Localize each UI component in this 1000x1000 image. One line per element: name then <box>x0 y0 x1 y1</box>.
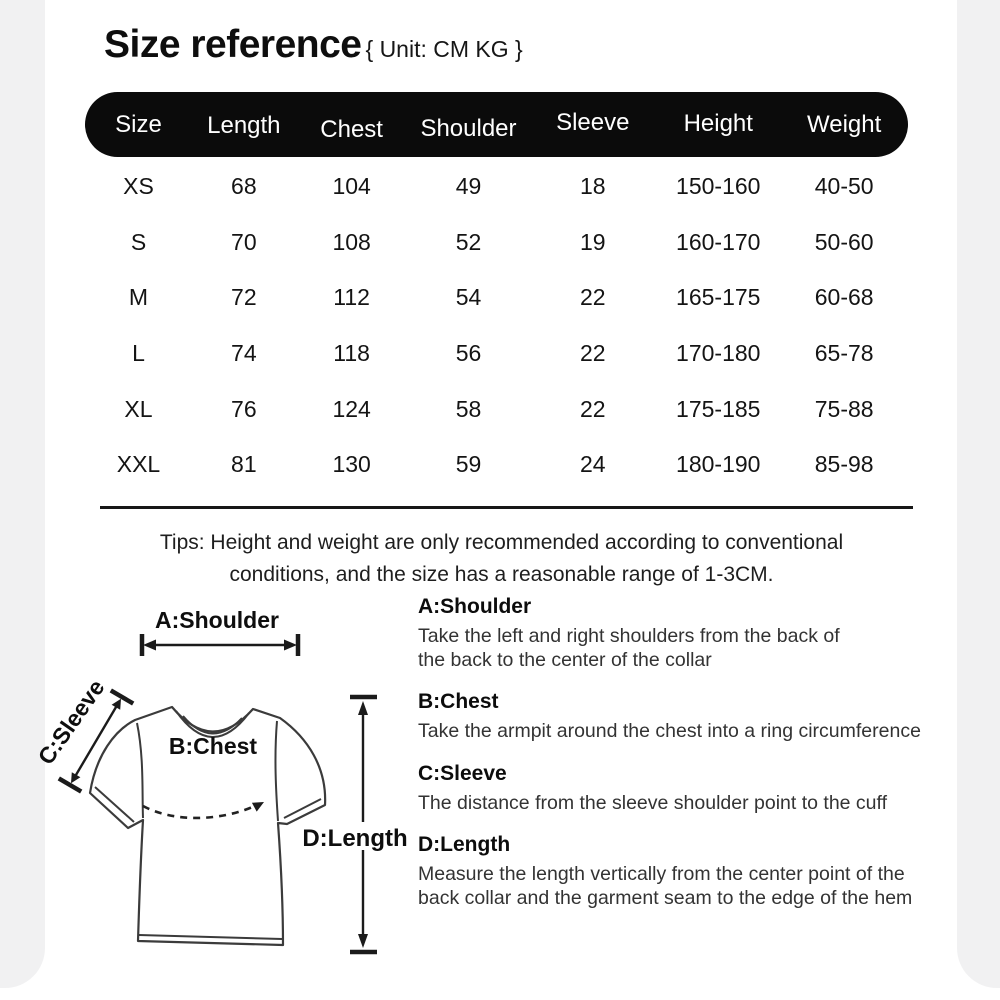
chest-dashed-arrow <box>142 802 264 820</box>
definition-shoulder: A:Shoulder Take the left and right shoul… <box>418 594 968 672</box>
tips-note: Tips: Height and weight are only recomme… <box>45 527 958 591</box>
definition-heading: A:Shoulder <box>418 595 532 618</box>
definition-chest: B:Chest Take the armpit around the chest… <box>418 689 968 744</box>
table-row-xs: XS 68 104 49 18 150-160 40-50 <box>85 159 908 215</box>
cell: 19 <box>579 228 606 255</box>
cell: 50-60 <box>814 228 874 255</box>
table-row-xl: XL 76 124 58 22 175-185 75-88 <box>85 381 908 437</box>
measurement-definitions: A:Shoulder Take the left and right shoul… <box>418 594 968 927</box>
cell: 54 <box>455 284 482 311</box>
cell: 60-68 <box>814 284 874 311</box>
cell: 118 <box>333 340 370 367</box>
tshirt-measurement-diagram: A:Shoulder C:Sleeve <box>32 607 408 955</box>
definition-line: Take the left and right shoulders from t… <box>418 625 840 647</box>
divider-line <box>100 506 913 509</box>
definition-heading: D:Length <box>418 833 511 856</box>
shoulder-label: A:Shoulder <box>155 607 279 633</box>
sleeve-label: C:Sleeve <box>32 675 109 770</box>
cell: 22 <box>579 284 606 311</box>
collar-rib-line <box>182 715 243 735</box>
size-table-header: Size Length Chest Shoulder Sleeve Height… <box>85 92 908 157</box>
right-armhole-seam <box>274 720 279 822</box>
chest-label: B:Chest <box>169 733 258 759</box>
definition-line: back collar and the garment seam to the … <box>418 886 913 909</box>
cell: 59 <box>455 451 482 478</box>
right-margin-strip <box>957 0 1000 988</box>
cell: 170-180 <box>676 340 761 367</box>
cell: XXL <box>116 451 161 478</box>
definition-line: Take the armpit around the chest into a … <box>418 720 921 742</box>
shoulder-arrow <box>139 634 301 656</box>
title-text: Size reference <box>104 23 362 66</box>
definition-line: The distance from the sleeve shoulder po… <box>418 791 887 814</box>
header-weight: Weight <box>807 110 882 138</box>
header-chest: Chest <box>320 115 383 143</box>
cell: 124 <box>332 395 371 422</box>
cell: 74 <box>231 340 257 367</box>
cell: XL <box>124 395 153 422</box>
cell: 150-160 <box>676 173 761 200</box>
size-table-body: XS 68 104 49 18 150-160 40-50 S 70 108 5… <box>85 159 908 493</box>
length-arrow <box>350 694 377 955</box>
cell: 85-98 <box>814 451 874 478</box>
table-row-xxl: XXL 81 130 59 24 180-190 85-98 <box>85 437 908 493</box>
cell: 76 <box>231 395 257 422</box>
left-margin-strip <box>0 0 45 988</box>
cell: 75-88 <box>814 395 874 422</box>
cell: 81 <box>231 451 257 478</box>
tips-line: conditions, and the size has a reasonabl… <box>229 563 774 586</box>
definition-sleeve: C:Sleeve The distance from the sleeve sh… <box>418 761 968 816</box>
cell: 65-78 <box>814 340 874 367</box>
cell: 70 <box>231 228 257 255</box>
definition-heading: C:Sleeve <box>418 761 507 785</box>
cell: XS <box>123 173 154 200</box>
cell: 68 <box>231 173 257 200</box>
header-size: Size <box>115 110 162 138</box>
cell: 160-170 <box>676 228 761 255</box>
table-row-m: M 72 112 54 22 165-175 60-68 <box>85 270 908 326</box>
definition-heading: B:Chest <box>418 690 499 713</box>
cell: 22 <box>579 340 606 367</box>
cell: 180-190 <box>676 451 761 478</box>
length-label: D:Length <box>302 825 407 852</box>
cell: M <box>128 284 149 311</box>
cell: 175-185 <box>676 395 761 422</box>
cell: 58 <box>455 395 482 422</box>
unit-note: { Unit: CM KG } <box>365 36 523 62</box>
header-shoulder: Shoulder <box>420 114 517 142</box>
tshirt-outline <box>88 705 327 947</box>
cell: 52 <box>455 228 482 255</box>
cell: 108 <box>332 228 371 255</box>
left-armhole-seam <box>136 722 144 819</box>
page-title: Size reference { Unit: CM KG } <box>104 22 523 68</box>
cell: 130 <box>332 451 371 478</box>
cell: 72 <box>231 284 257 311</box>
table-row-s: S 70 108 52 19 160-170 50-60 <box>85 215 908 271</box>
tips-line: Tips: Height and weight are only recomme… <box>159 531 844 554</box>
cell: 22 <box>579 395 606 422</box>
collar-inner-line <box>175 710 250 738</box>
cell: 165-175 <box>676 284 761 311</box>
cell: L <box>132 340 145 367</box>
cell: S <box>130 228 147 255</box>
cell: 56 <box>455 340 482 367</box>
header-length: Length <box>207 111 281 139</box>
definition-length: D:Length Measure the length vertically f… <box>418 832 968 910</box>
hem-band <box>138 934 283 940</box>
cell: 40-50 <box>814 173 874 200</box>
header-sleeve: Sleeve <box>556 108 630 136</box>
left-cuff-band <box>94 786 135 823</box>
right-cuff-band <box>283 798 322 819</box>
sleeve-arrow <box>57 688 135 794</box>
cell: 104 <box>332 173 371 200</box>
cell: 112 <box>333 284 370 311</box>
header-height: Height <box>683 109 753 137</box>
table-row-l: L 74 118 56 22 170-180 65-78 <box>85 326 908 382</box>
definition-line: the back to the center of the collar <box>418 648 712 671</box>
cell: 18 <box>579 173 606 200</box>
cell: 24 <box>579 451 606 478</box>
definition-line: Measure the length vertically from the c… <box>418 863 905 885</box>
cell: 49 <box>455 173 482 200</box>
